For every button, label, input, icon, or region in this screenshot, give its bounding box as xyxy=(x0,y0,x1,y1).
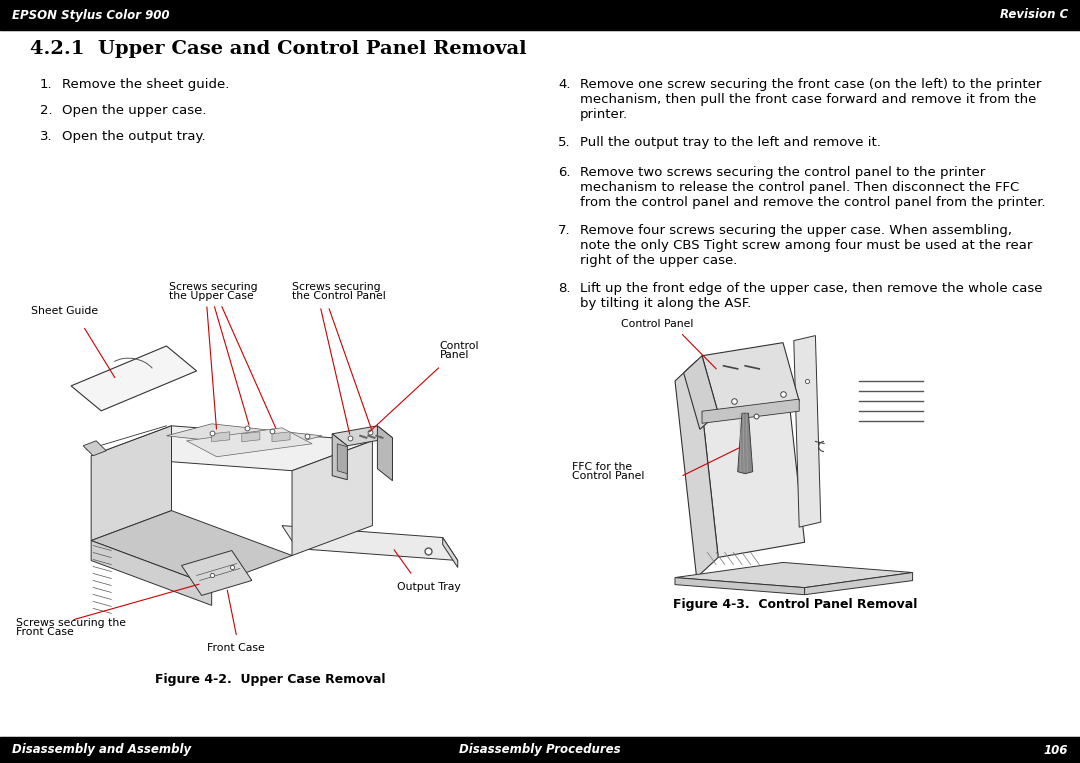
Polygon shape xyxy=(272,432,291,442)
Polygon shape xyxy=(738,414,753,474)
Polygon shape xyxy=(242,432,260,442)
Polygon shape xyxy=(166,423,322,448)
Text: 6.: 6. xyxy=(558,166,570,179)
Polygon shape xyxy=(684,356,718,430)
Text: Output Tray: Output Tray xyxy=(397,582,461,592)
Polygon shape xyxy=(91,426,172,540)
Text: Front Case: Front Case xyxy=(206,643,265,653)
Text: Figure 4-2.  Upper Case Removal: Figure 4-2. Upper Case Removal xyxy=(154,673,386,686)
Text: Screws securing: Screws securing xyxy=(170,282,258,292)
Text: Disassembly and Assembly: Disassembly and Assembly xyxy=(12,743,191,756)
Text: Open the output tray.: Open the output tray. xyxy=(62,130,205,143)
Text: the Upper Case: the Upper Case xyxy=(170,291,254,301)
Polygon shape xyxy=(805,572,913,594)
Bar xyxy=(0,0,1080,30)
Text: Screws securing the: Screws securing the xyxy=(16,618,126,629)
Polygon shape xyxy=(377,426,392,481)
Bar xyxy=(0,737,1080,763)
Polygon shape xyxy=(71,346,197,410)
Polygon shape xyxy=(91,540,212,605)
Polygon shape xyxy=(333,434,348,480)
Text: Pull the output tray to the left and remove it.: Pull the output tray to the left and rem… xyxy=(580,136,881,149)
Text: Remove four screws securing the upper case. When assembling,
note the only CBS T: Remove four screws securing the upper ca… xyxy=(580,224,1032,267)
Text: Screws securing: Screws securing xyxy=(292,282,380,292)
Text: FFC for the: FFC for the xyxy=(572,462,633,472)
Polygon shape xyxy=(697,346,805,558)
Text: Panel: Panel xyxy=(440,350,469,360)
Text: 106: 106 xyxy=(1043,743,1068,756)
Polygon shape xyxy=(292,441,373,555)
Polygon shape xyxy=(794,336,821,527)
Text: 2.: 2. xyxy=(40,104,53,117)
Text: Remove two screws securing the control panel to the printer
mechanism to release: Remove two screws securing the control p… xyxy=(580,166,1045,209)
Polygon shape xyxy=(675,361,718,578)
Text: Open the upper case.: Open the upper case. xyxy=(62,104,206,117)
Text: 8.: 8. xyxy=(558,282,570,295)
Polygon shape xyxy=(91,426,373,471)
Text: the Control Panel: the Control Panel xyxy=(292,291,386,301)
Text: 7.: 7. xyxy=(558,224,570,237)
Polygon shape xyxy=(83,441,106,456)
Polygon shape xyxy=(702,343,799,414)
Polygon shape xyxy=(675,562,913,588)
Text: Control Panel: Control Panel xyxy=(572,471,645,481)
Polygon shape xyxy=(702,399,799,423)
Text: Remove the sheet guide.: Remove the sheet guide. xyxy=(62,78,229,91)
Text: Sheet Guide: Sheet Guide xyxy=(31,306,98,316)
Text: Disassembly Procedures: Disassembly Procedures xyxy=(459,743,621,756)
Text: 5.: 5. xyxy=(558,136,570,149)
Polygon shape xyxy=(181,551,252,595)
Text: EPSON Stylus Color 900: EPSON Stylus Color 900 xyxy=(12,8,170,21)
Text: 4.2.1  Upper Case and Control Panel Removal: 4.2.1 Upper Case and Control Panel Remov… xyxy=(30,40,527,58)
Polygon shape xyxy=(675,578,805,594)
Text: 4.: 4. xyxy=(558,78,570,91)
Polygon shape xyxy=(337,444,348,474)
Text: Front Case: Front Case xyxy=(16,627,73,637)
Polygon shape xyxy=(91,510,292,585)
Text: Lift up the front edge of the upper case, then remove the whole case
by tilting : Lift up the front edge of the upper case… xyxy=(580,282,1042,310)
Polygon shape xyxy=(187,428,312,457)
Polygon shape xyxy=(333,426,392,446)
Polygon shape xyxy=(282,526,458,561)
Polygon shape xyxy=(443,538,458,568)
Text: 3.: 3. xyxy=(40,130,53,143)
Text: Revision C: Revision C xyxy=(1000,8,1068,21)
Polygon shape xyxy=(212,432,230,442)
Text: Remove one screw securing the front case (on the left) to the printer
mechanism,: Remove one screw securing the front case… xyxy=(580,78,1041,121)
Text: 1.: 1. xyxy=(40,78,53,91)
Text: Control Panel: Control Panel xyxy=(621,318,693,329)
Text: Figure 4-3.  Control Panel Removal: Figure 4-3. Control Panel Removal xyxy=(673,598,917,611)
Text: Control: Control xyxy=(440,341,480,351)
